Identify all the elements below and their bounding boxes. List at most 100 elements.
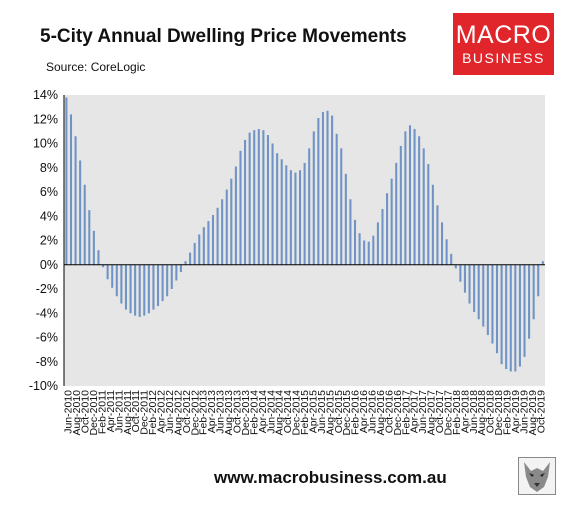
- bar: [244, 139, 247, 265]
- x-tick-label: Jun-2010: [63, 390, 75, 434]
- x-tick-label: Dec-2011: [139, 390, 151, 435]
- bar: [239, 150, 242, 265]
- bar: [102, 264, 105, 268]
- bar: [147, 264, 150, 314]
- bar: [537, 264, 540, 297]
- bar: [408, 125, 412, 265]
- bar: [349, 199, 352, 265]
- bar: [124, 264, 127, 310]
- bar: [372, 235, 375, 265]
- bar: [450, 253, 453, 265]
- x-tick-label: Oct-2016: [383, 390, 395, 433]
- bar: [97, 250, 100, 265]
- x-tick-label: Dec-2014: [291, 390, 303, 436]
- bar-series: [65, 97, 544, 372]
- x-tick-label: Aug-2012: [172, 390, 184, 436]
- wolf-icon: [518, 457, 556, 495]
- bar: [179, 264, 182, 273]
- macrobusiness-logo[interactable]: MACRO BUSINESS: [453, 13, 554, 75]
- bar: [340, 148, 343, 265]
- bar: [427, 164, 430, 265]
- bar: [221, 199, 224, 265]
- bar: [111, 264, 114, 288]
- y-tick-label: -8%: [36, 355, 58, 369]
- bar: [294, 172, 297, 265]
- bar: [289, 170, 292, 265]
- x-tick-label: Jun-2015: [316, 390, 328, 434]
- x-tick-label: Oct-2017: [434, 390, 446, 433]
- bar: [491, 264, 494, 344]
- x-tick-label: Aug-2016: [375, 390, 387, 436]
- bar: [280, 159, 283, 265]
- bar: [495, 264, 499, 354]
- x-tick-label: Jun-2018: [468, 390, 480, 434]
- bar: [399, 145, 402, 265]
- bar: [463, 264, 466, 293]
- x-tick-label: Aug-2010: [71, 390, 83, 436]
- x-tick-label: Jun-2019: [518, 390, 530, 434]
- bar: [74, 136, 77, 265]
- bar: [106, 264, 109, 280]
- x-tick-label: Feb-2016: [350, 390, 362, 435]
- x-tick-label: Oct-2019: [535, 390, 547, 433]
- chart-source: Source: CoreLogic: [46, 60, 146, 74]
- x-tick-label: Feb-2017: [400, 390, 412, 435]
- x-tick-label: Oct-2010: [80, 390, 92, 433]
- bar: [358, 233, 361, 265]
- bar: [326, 110, 329, 265]
- bar: [454, 264, 457, 269]
- bar: [225, 189, 228, 265]
- website-url[interactable]: www.macrobusiness.com.au: [214, 468, 447, 487]
- bar: [312, 131, 315, 265]
- x-tick-label: Jun-2011: [113, 390, 125, 433]
- bar: [285, 165, 288, 265]
- bar: [303, 162, 306, 265]
- y-tick-label: -2%: [36, 282, 58, 296]
- bar: [83, 184, 86, 265]
- bar: [262, 130, 265, 265]
- bar: [193, 242, 196, 265]
- bar: [230, 178, 233, 265]
- bar: [431, 184, 434, 265]
- bar: [505, 264, 508, 370]
- bar: [413, 128, 416, 265]
- bar: [404, 131, 407, 265]
- logo-line2: BUSINESS: [462, 50, 545, 66]
- y-tick-label: 14%: [33, 88, 58, 102]
- bar: [459, 264, 462, 282]
- bar: [422, 148, 425, 265]
- bar: [266, 135, 269, 265]
- x-tick-label: Jun-2012: [164, 390, 176, 434]
- y-tick-label: 6%: [40, 185, 58, 199]
- bar: [395, 162, 398, 265]
- x-tick-label: Aug-2017: [426, 390, 438, 436]
- x-tick-label: Dec-2016: [392, 390, 404, 436]
- logo-line1: MACRO: [455, 21, 552, 49]
- bar: [381, 208, 384, 265]
- x-tick-label: Apr-2013: [206, 390, 218, 433]
- chart-title: 5-City Annual Dwelling Price Movements: [40, 26, 407, 47]
- x-tick-label: Oct-2015: [333, 390, 345, 433]
- bar: [441, 222, 444, 265]
- bar: [335, 133, 338, 265]
- x-tick-label: Apr-2019: [510, 390, 522, 433]
- x-tick-label: Feb-2012: [147, 390, 159, 435]
- x-tick-label: Oct-2011: [130, 390, 142, 433]
- x-tick-label: Apr-2018: [459, 390, 471, 433]
- x-tick-label: Dec-2015: [341, 390, 353, 436]
- bar: [129, 264, 132, 314]
- x-tick-label: Feb-2013: [198, 390, 210, 435]
- bar: [143, 264, 146, 316]
- bar: [418, 136, 421, 265]
- bar: [532, 264, 535, 320]
- x-tick-label: Jun-2013: [215, 390, 227, 434]
- y-tick-label: 2%: [40, 234, 58, 248]
- x-tick-label: Apr-2012: [156, 390, 168, 433]
- bar: [445, 239, 448, 265]
- bar: [92, 230, 95, 265]
- x-tick-label: Feb-2015: [299, 390, 311, 435]
- x-tick-label: Feb-2019: [502, 390, 514, 435]
- bar-chart: 14% 12% 10% 8% 6% 4% 2% 0% -2% -4% -6% -8% -10% Jun-…: [29, 88, 547, 436]
- bar: [299, 170, 302, 265]
- bar: [253, 130, 256, 265]
